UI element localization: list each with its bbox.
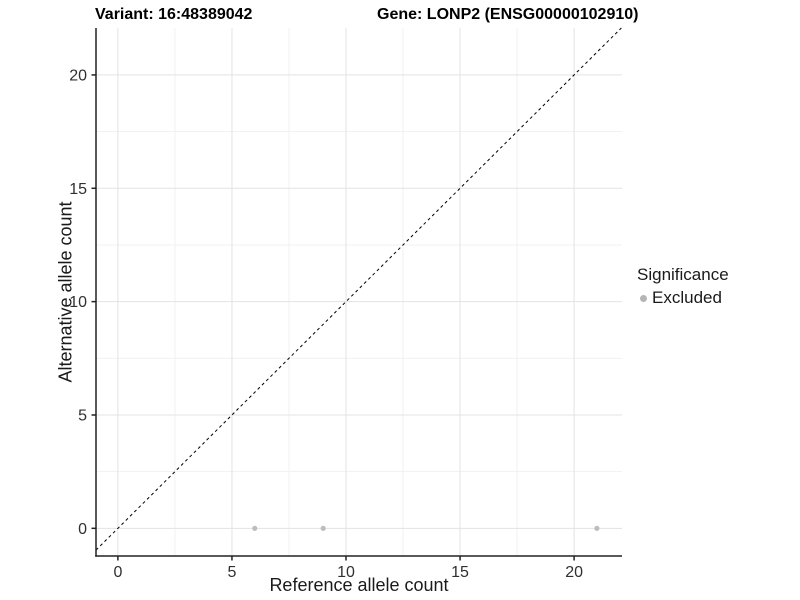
y-tick-label: 10 — [69, 294, 87, 311]
y-tick-label: 15 — [69, 181, 87, 198]
excluded-point-swatch — [640, 294, 647, 302]
data-points — [252, 525, 600, 531]
x-tick-label: 15 — [451, 564, 469, 581]
data-point — [320, 525, 326, 531]
gridlines-major — [96, 28, 622, 556]
legend-item-label: Excluded — [652, 288, 722, 307]
gridlines-minor — [96, 28, 622, 556]
variant-title: Variant: 16:48389042 — [95, 6, 253, 23]
x-axis-title: Reference allele count — [269, 575, 449, 595]
y-tick-label: 0 — [78, 521, 87, 538]
y-tick-label: 5 — [78, 407, 87, 424]
y-axis-ticks: 0 5 10 15 20 — [69, 67, 96, 538]
y-tick-label: 20 — [69, 67, 87, 84]
x-tick-label: 5 — [227, 564, 236, 581]
x-axis-ticks: 0 5 10 15 20 — [113, 556, 583, 581]
x-tick-label: 20 — [565, 564, 583, 581]
y-axis-title: Alternative allele count — [55, 201, 76, 383]
legend-title: Significance — [637, 265, 729, 284]
legend-item-excluded: Excluded — [640, 288, 729, 308]
legend: Significance Excluded — [637, 265, 729, 308]
data-point — [252, 525, 258, 531]
x-tick-label: 10 — [337, 564, 355, 581]
x-tick-label: 0 — [113, 564, 122, 581]
gene-title: Gene: LONP2 (ENSG00000102910) — [377, 6, 639, 23]
data-point — [594, 525, 600, 531]
